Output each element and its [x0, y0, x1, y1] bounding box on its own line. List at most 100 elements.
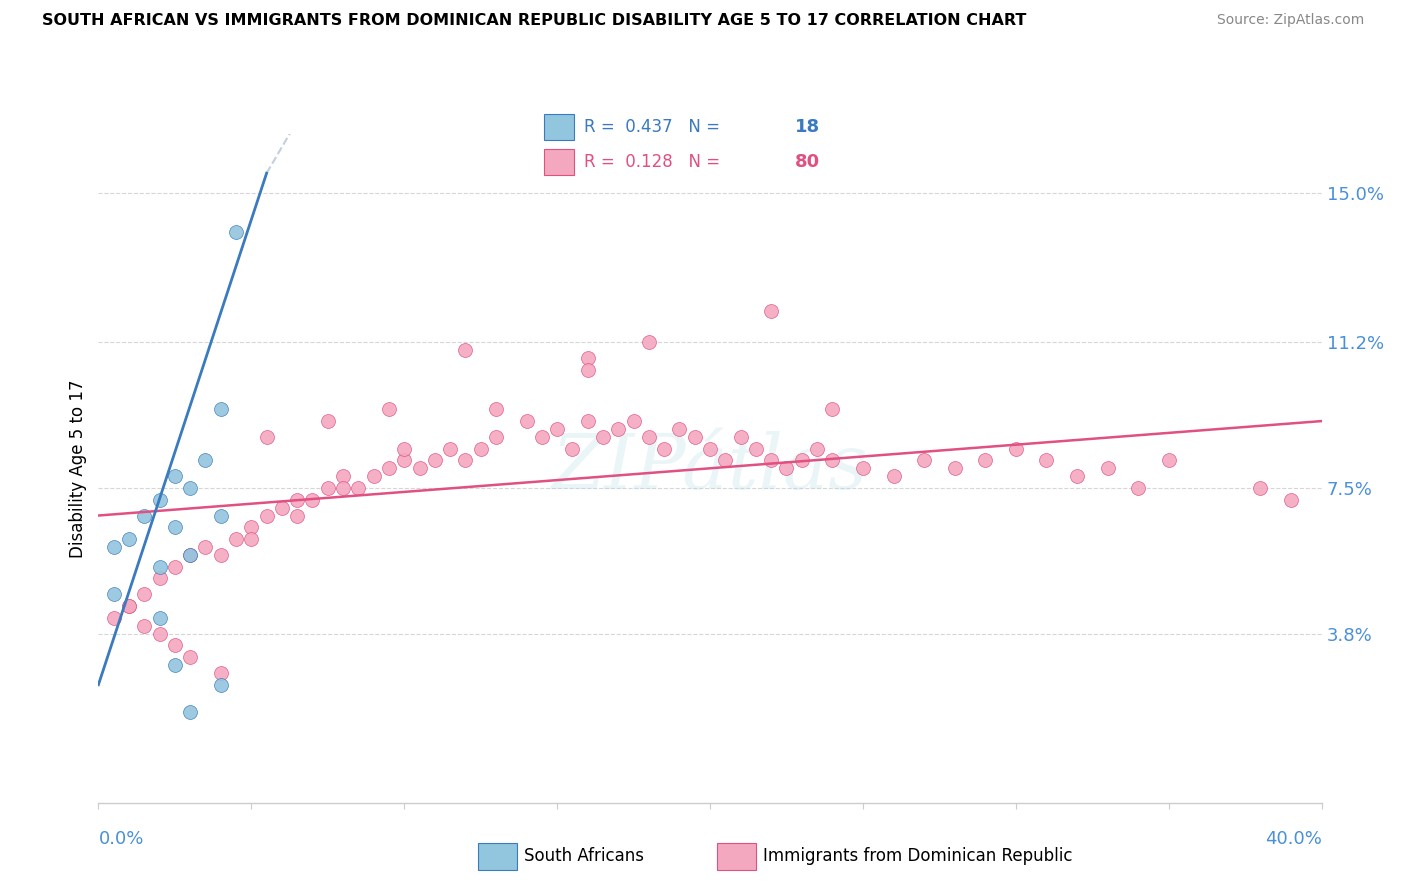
Point [194, 453, 217, 467]
Point [592, 430, 614, 444]
Point [285, 492, 308, 507]
Point [163, 658, 186, 673]
Point [103, 540, 125, 554]
Point [179, 481, 201, 495]
Point [118, 532, 141, 546]
Point [392, 442, 416, 456]
Point [775, 461, 797, 475]
Point [179, 548, 201, 562]
Point [759, 453, 782, 467]
Point [1128, 481, 1150, 495]
Point [730, 430, 752, 444]
Point [134, 618, 156, 632]
Point [943, 461, 966, 475]
Point [209, 548, 232, 562]
Point [149, 559, 172, 574]
Point [530, 430, 553, 444]
Text: R =  0.128   N =: R = 0.128 N = [583, 153, 731, 171]
Point [163, 520, 186, 534]
Point [240, 532, 263, 546]
Point [270, 500, 292, 515]
Text: South Africans: South Africans [524, 847, 644, 865]
Point [163, 469, 186, 483]
Point [149, 492, 172, 507]
Point [179, 706, 201, 720]
Text: 80: 80 [796, 153, 821, 171]
Point [103, 611, 125, 625]
Point [699, 442, 721, 456]
Point [454, 453, 477, 467]
Point [470, 442, 492, 456]
Point [668, 422, 690, 436]
Point [806, 442, 828, 456]
Point [1097, 461, 1119, 475]
Point [1004, 442, 1026, 456]
Point [134, 508, 156, 523]
Point [179, 650, 201, 665]
Point [652, 442, 675, 456]
Bar [544, 150, 574, 175]
Point [576, 351, 599, 365]
Bar [717, 843, 756, 870]
Text: R =  0.437   N =: R = 0.437 N = [583, 118, 730, 136]
Point [821, 453, 844, 467]
Point [852, 461, 875, 475]
Point [790, 453, 813, 467]
Point [883, 469, 905, 483]
Point [546, 422, 568, 436]
Point [378, 402, 401, 417]
Point [256, 508, 278, 523]
Point [392, 453, 416, 467]
Point [912, 453, 935, 467]
Point [103, 587, 125, 601]
Point [759, 304, 782, 318]
Y-axis label: Disability Age 5 to 17: Disability Age 5 to 17 [69, 379, 87, 558]
Point [363, 469, 385, 483]
Point [316, 481, 339, 495]
Point [683, 430, 706, 444]
Point [378, 461, 401, 475]
Bar [478, 843, 517, 870]
Point [225, 225, 247, 239]
Point [285, 508, 308, 523]
Text: SOUTH AFRICAN VS IMMIGRANTS FROM DOMINICAN REPUBLIC DISABILITY AGE 5 TO 17 CORRE: SOUTH AFRICAN VS IMMIGRANTS FROM DOMINIC… [42, 13, 1026, 29]
Text: ZIPátlas: ZIPátlas [551, 432, 869, 505]
Point [637, 335, 661, 350]
Point [209, 678, 232, 692]
Text: 18: 18 [796, 118, 821, 136]
Point [714, 453, 737, 467]
Point [745, 442, 768, 456]
Point [623, 414, 645, 428]
Point [332, 469, 354, 483]
Point [454, 343, 477, 358]
Point [134, 587, 156, 601]
Point [118, 599, 141, 613]
Point [225, 532, 247, 546]
Point [209, 508, 232, 523]
Point [209, 402, 232, 417]
Text: Immigrants from Dominican Republic: Immigrants from Dominican Republic [762, 847, 1073, 865]
Point [576, 414, 599, 428]
Point [347, 481, 370, 495]
Text: 0.0%: 0.0% [98, 830, 143, 847]
Point [637, 430, 661, 444]
Point [149, 611, 172, 625]
Point [179, 548, 201, 562]
Point [256, 430, 278, 444]
Point [118, 599, 141, 613]
Text: 40.0%: 40.0% [1265, 830, 1322, 847]
Point [576, 363, 599, 377]
Point [332, 481, 354, 495]
Point [423, 453, 446, 467]
Point [561, 442, 583, 456]
Point [485, 430, 508, 444]
Point [821, 402, 844, 417]
Point [149, 572, 172, 586]
Point [209, 665, 232, 680]
Point [163, 639, 186, 653]
Point [240, 520, 263, 534]
Point [1249, 481, 1271, 495]
Point [163, 559, 186, 574]
Point [1279, 492, 1302, 507]
Point [439, 442, 461, 456]
